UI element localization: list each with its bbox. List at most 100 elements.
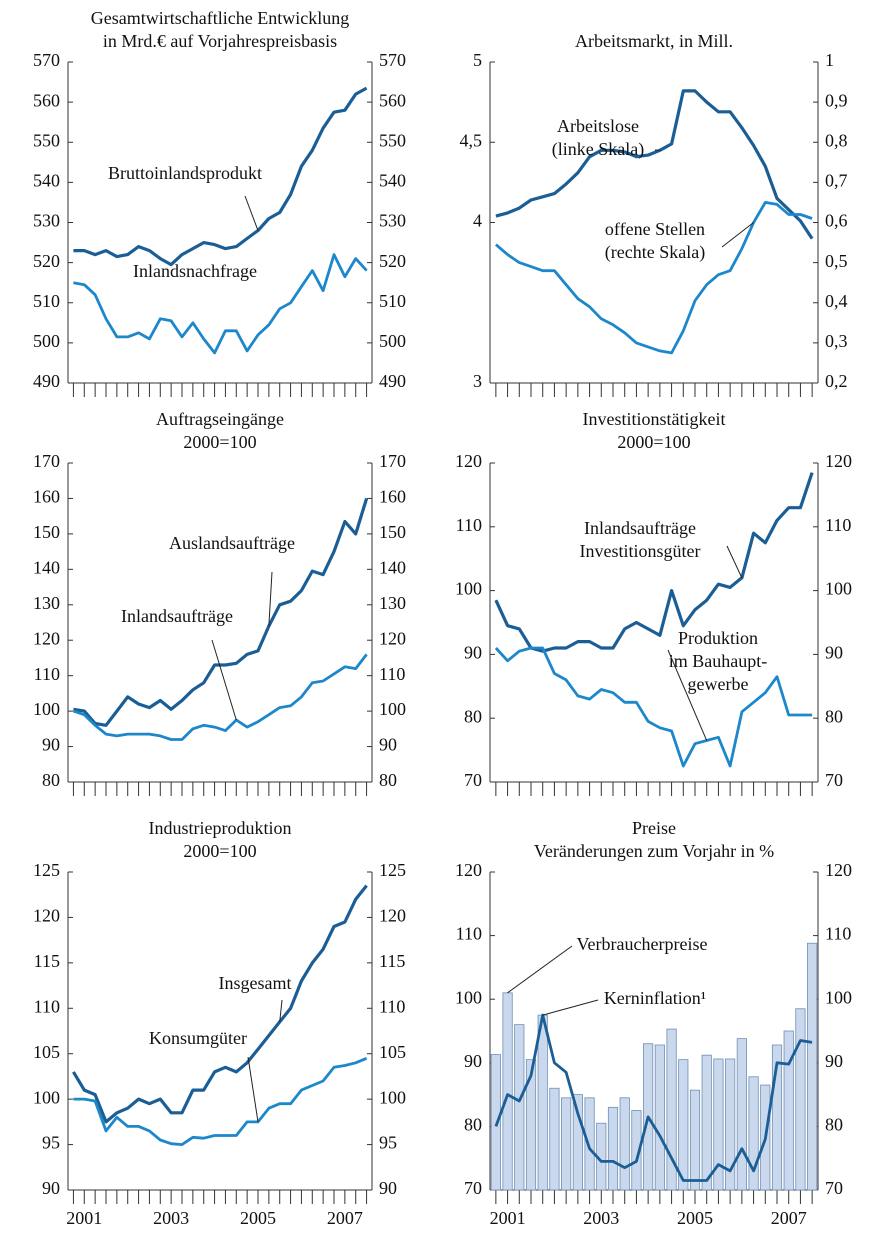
bar	[783, 1030, 794, 1191]
x-tick-label: 2005	[677, 1208, 713, 1228]
y-tick-label: 115	[34, 951, 60, 971]
y-tick-label: 150	[33, 522, 60, 542]
bar	[748, 1076, 759, 1191]
series-label: Konsumgüter	[149, 1028, 247, 1048]
y-tick-label: 100	[33, 699, 60, 719]
x-tick-label: 2007	[771, 1208, 807, 1228]
bar	[807, 942, 818, 1191]
bar	[514, 1024, 525, 1191]
y2-tick-label: 110	[379, 996, 405, 1016]
series-label: (rechte Skala)	[605, 242, 705, 263]
line	[73, 86, 368, 267]
x-tick-label: 2001	[66, 1208, 102, 1228]
leader-line	[211, 639, 237, 721]
y-tick-label: 100	[33, 1087, 60, 1107]
leader-line	[507, 945, 573, 994]
y-tick-label: 95	[42, 1133, 60, 1153]
y2-tick-label: 90	[825, 1051, 843, 1071]
chart-title: 2000=100	[617, 432, 690, 452]
bar	[654, 1044, 665, 1191]
y-tick-label: 3	[473, 371, 482, 391]
bar	[736, 1038, 747, 1191]
y-tick-label: 490	[33, 371, 60, 391]
y-tick-label: 520	[33, 251, 60, 271]
y2-tick-label: 500	[379, 331, 406, 351]
x-tick-label: 2003	[583, 1208, 619, 1228]
y2-tick-label: 90	[379, 1178, 397, 1198]
y-tick-label: 500	[33, 331, 60, 351]
y-tick-label: 110	[456, 924, 482, 944]
y2-tick-label: 520	[379, 251, 406, 271]
series-label: im Bauhaupt-	[669, 651, 767, 671]
y-tick-label: 90	[464, 1051, 482, 1071]
y2-tick-label: 120	[825, 451, 852, 471]
y2-tick-label: 0,8	[825, 130, 848, 150]
y2-tick-label: 95	[379, 1133, 397, 1153]
y-tick-label: 120	[33, 906, 60, 926]
y-tick-label: 130	[33, 593, 60, 613]
line	[494, 472, 814, 653]
y2-tick-label: 150	[379, 522, 406, 542]
series-label: Inlandsaufträge	[584, 518, 696, 538]
bar	[795, 1008, 806, 1191]
y2-tick-label: 0,4	[825, 291, 848, 311]
y-tick-label: 140	[33, 557, 60, 577]
y-tick-label: 510	[33, 291, 60, 311]
bar	[678, 1059, 689, 1191]
bar	[701, 1054, 712, 1191]
y2-tick-label: 0,9	[825, 90, 848, 110]
bar	[490, 1054, 501, 1191]
y2-tick-label: 100	[379, 1087, 406, 1107]
series-label: Kerninflation¹	[604, 988, 706, 1008]
leader-line	[279, 999, 283, 1022]
y2-tick-label: 105	[379, 1042, 406, 1062]
y2-tick-label: 110	[379, 664, 405, 684]
y-tick-label: 110	[456, 515, 482, 535]
x-tick-label: 2003	[153, 1208, 189, 1228]
y2-tick-label: 100	[825, 579, 852, 599]
y-tick-label: 4,5	[460, 130, 483, 150]
x-tick-label: 2001	[490, 1208, 526, 1228]
chart-title: in Mrd.€ auf Vorjahrespreisbasis	[103, 31, 337, 51]
series-label: Investitionsgüter	[580, 541, 701, 561]
bar	[525, 1059, 537, 1191]
line	[72, 884, 368, 1124]
y2-tick-label: 540	[379, 171, 406, 191]
y2-tick-label: 490	[379, 371, 406, 391]
y2-tick-label: 110	[825, 924, 851, 944]
y2-tick-label: 550	[379, 130, 406, 150]
leader-line	[268, 571, 273, 627]
y2-tick-label: 115	[379, 951, 405, 971]
y-tick-label: 90	[464, 643, 482, 663]
y2-tick-label: 160	[379, 487, 406, 507]
chart-title: Arbeitsmarkt, in Mill.	[575, 31, 733, 51]
series-label: Produktion	[678, 628, 758, 648]
line	[72, 653, 368, 741]
y-tick-label: 110	[34, 664, 60, 684]
bar	[666, 1028, 677, 1191]
y-tick-label: 100	[455, 987, 482, 1007]
y2-tick-label: 90	[825, 643, 843, 663]
bar	[561, 1097, 572, 1191]
y-tick-label: 5	[473, 50, 482, 70]
y-tick-label: 120	[33, 628, 60, 648]
y-tick-label: 120	[455, 451, 482, 471]
leader-line	[721, 222, 754, 248]
y2-tick-label: 120	[379, 628, 406, 648]
bar	[572, 1094, 583, 1191]
bar	[549, 1087, 560, 1191]
y-tick-label: 560	[33, 90, 60, 110]
y2-tick-label: 140	[379, 557, 406, 577]
series-label: (linke Skala)	[552, 139, 644, 160]
leader-line	[247, 1056, 259, 1122]
bar	[537, 1014, 548, 1191]
y-tick-label: 530	[33, 211, 60, 231]
line	[494, 646, 813, 768]
bar	[771, 1044, 783, 1191]
line	[494, 1013, 813, 1182]
series-label: Auslandsaufträge	[169, 533, 295, 553]
y-tick-label: 90	[42, 735, 60, 755]
y2-tick-label: 0,2	[825, 371, 848, 391]
series-label: Bruttoinlandsprodukt	[108, 163, 262, 183]
